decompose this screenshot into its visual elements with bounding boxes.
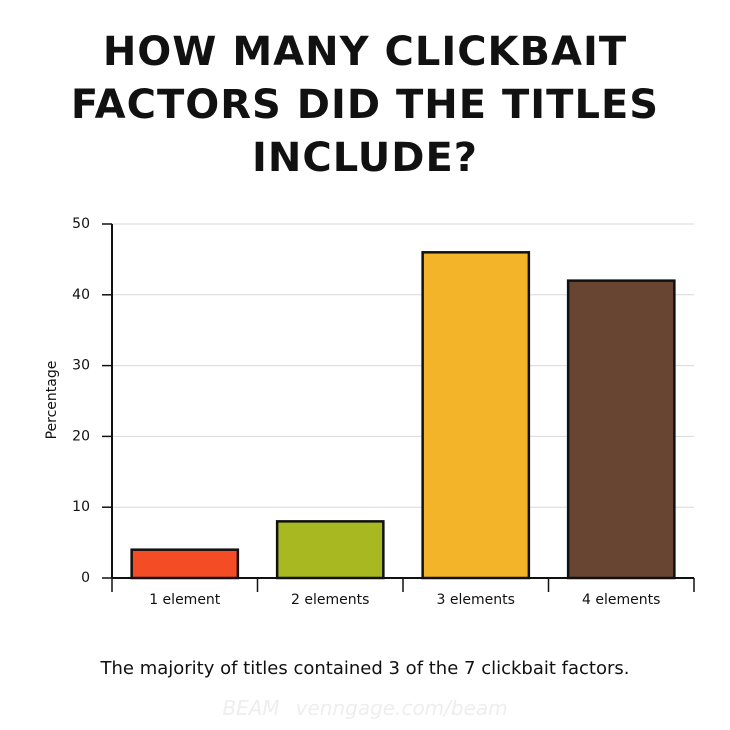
x-tick-label: 2 elements — [291, 592, 369, 608]
y-tick-label: 30 — [72, 358, 90, 374]
y-tick-label: 10 — [72, 499, 90, 515]
bar — [566, 279, 676, 580]
bar — [130, 548, 240, 580]
watermark: BEAM venngage.com/beam — [0, 696, 730, 720]
y-axis-label: Percentage — [44, 361, 60, 440]
y-tick-label: 0 — [81, 570, 90, 586]
y-tick-label: 40 — [72, 287, 90, 303]
y-tick-label: 50 — [72, 216, 90, 232]
x-tick-label: 4 elements — [582, 592, 660, 608]
x-tick-label: 3 elements — [437, 592, 515, 608]
bar — [275, 520, 385, 580]
y-tick-label: 20 — [72, 428, 90, 444]
watermark-logo: BEAM — [222, 696, 280, 720]
caption: The majority of titles contained 3 of th… — [100, 658, 630, 679]
chart-title: HOW MANY CLICKBAIT FACTORS DID THE TITLE… — [70, 29, 660, 181]
watermark-url: venngage.com/beam — [295, 696, 508, 720]
x-tick-label: 1 element — [149, 592, 221, 608]
bar — [421, 251, 531, 580]
